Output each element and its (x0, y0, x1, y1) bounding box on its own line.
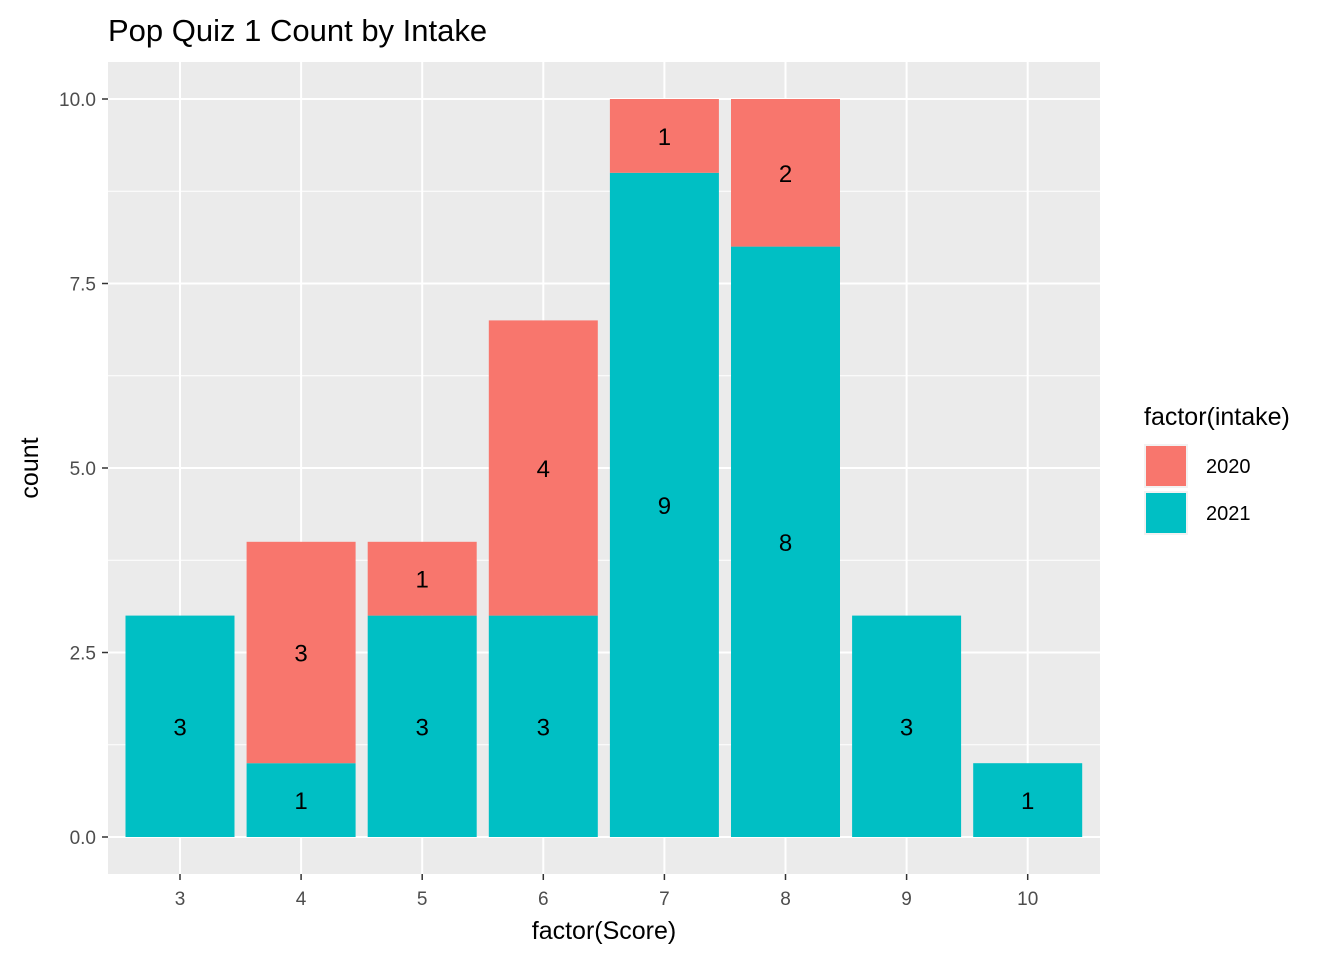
bar-2021-8 (731, 246, 840, 838)
y-tick-label: 5.0 (70, 459, 96, 480)
y-tick-label: 10.0 (59, 90, 96, 111)
bar-label-2020-8: 2 (779, 161, 792, 188)
x-tick-label: 9 (901, 889, 912, 910)
legend-label-2021: 2021 (1206, 503, 1251, 525)
bar-2021-5 (367, 615, 477, 837)
bar-2021-4 (246, 763, 356, 837)
x-tick-label: 6 (538, 889, 549, 910)
legend-title: factor(intake) (1144, 403, 1290, 431)
bar-labels: 3 1 3 3 1 3 4 9 1 8 2 3 1 (173, 124, 1034, 815)
bar-2020-7 (609, 99, 719, 173)
bar-label-2020-6: 4 (537, 456, 550, 483)
y-tick-label: 2.5 (70, 644, 96, 665)
legend-swatch-2021 (1146, 493, 1186, 533)
bar-2021-10 (973, 763, 1083, 837)
bar-2021-6 (488, 615, 598, 837)
bar-2021-9 (852, 615, 962, 837)
y-axis-title: count (16, 437, 44, 498)
x-axis: 3 4 5 6 7 8 9 10 (175, 874, 1038, 910)
bar-2021-7 (609, 172, 719, 838)
x-tick-label: 3 (175, 889, 186, 910)
legend-swatch-2020 (1146, 446, 1186, 486)
y-tick-label: 0.0 (70, 828, 96, 849)
bar-label-2021-5: 3 (416, 714, 429, 741)
x-axis-title: factor(Score) (532, 917, 676, 945)
bars (125, 99, 1083, 838)
bar-label-2020-5: 1 (416, 567, 429, 594)
bar-2020-8 (731, 99, 840, 247)
bar-2020-5 (367, 541, 477, 616)
x-tick-label: 5 (417, 889, 428, 910)
bar-label-2021-10: 1 (1021, 788, 1034, 815)
bar-label-2021-6: 3 (537, 714, 550, 741)
bar-label-2021-8: 8 (779, 530, 792, 557)
bar-label-2020-7: 1 (658, 124, 671, 151)
bar-2020-6 (488, 320, 598, 616)
bar-label-2021-3: 3 (173, 714, 186, 741)
x-tick-label: 8 (780, 889, 791, 910)
legend-label-2020: 2020 (1206, 456, 1251, 478)
chart-title: Pop Quiz 1 Count by Intake (108, 13, 487, 48)
legend: factor(intake) 2020 2021 (1144, 403, 1290, 535)
y-tick-label: 7.5 (70, 275, 96, 296)
bar-label-2020-4: 3 (294, 641, 307, 668)
bar-label-2021-4: 1 (294, 788, 307, 815)
legend-items: 2020 2021 (1144, 444, 1251, 535)
x-tick-label: 10 (1017, 889, 1038, 910)
y-axis: 0.0 2.5 5.0 7.5 10.0 (59, 90, 108, 849)
x-tick-label: 7 (659, 889, 670, 910)
bar-label-2021-9: 3 (900, 714, 913, 741)
x-tick-label: 4 (296, 889, 307, 910)
bar-label-2021-7: 9 (658, 493, 671, 520)
bar-2021-3 (125, 615, 235, 837)
bar-2020-4 (246, 541, 356, 764)
